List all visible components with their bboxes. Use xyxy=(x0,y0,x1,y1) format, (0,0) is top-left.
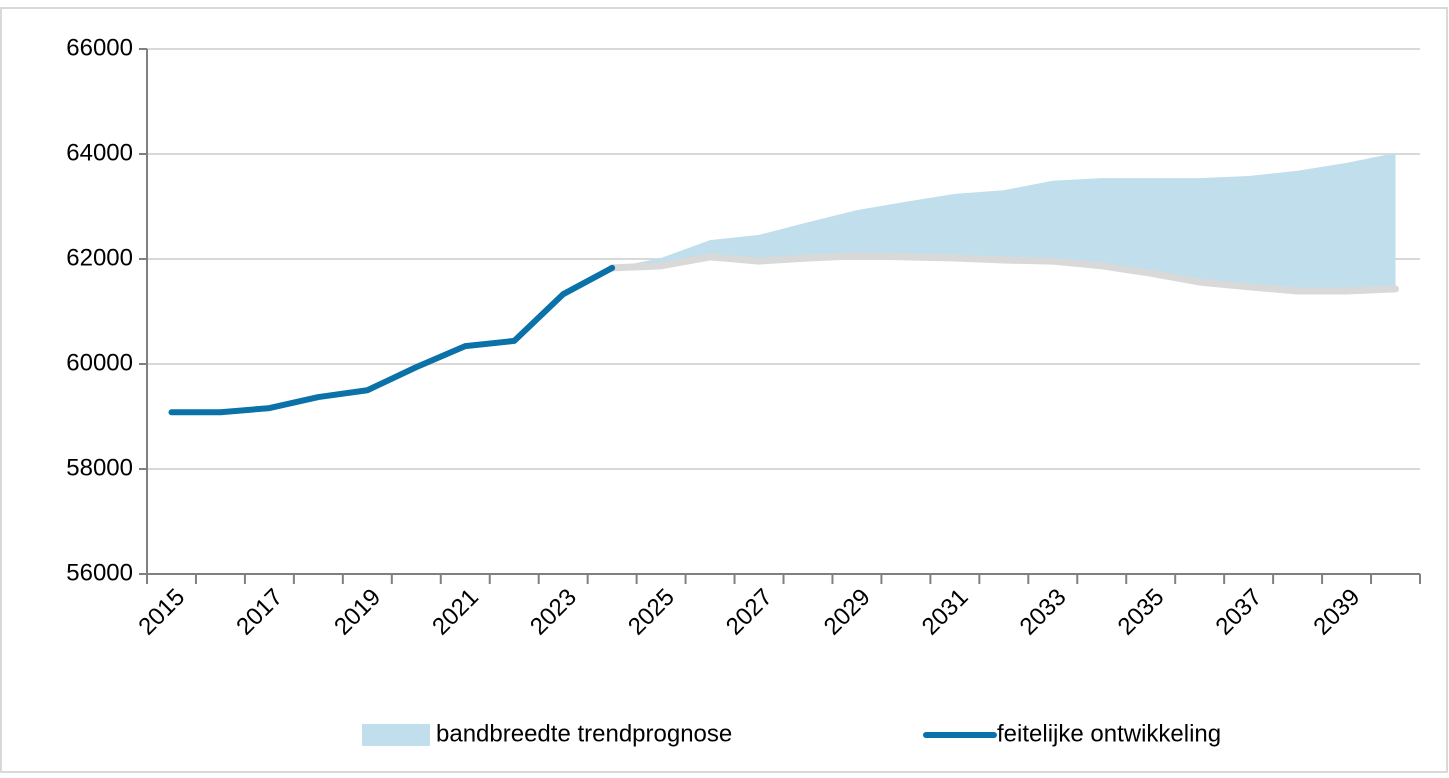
x-tick-label: 2035 xyxy=(1113,584,1170,641)
band-lower-edge xyxy=(608,252,1400,295)
x-tick-label: 2027 xyxy=(721,584,778,641)
y-tick-label: 64000 xyxy=(66,139,133,166)
y-tick-label: 56000 xyxy=(66,559,133,586)
x-tick-label: 2031 xyxy=(917,584,974,641)
x-tick-label: 2033 xyxy=(1015,584,1072,641)
x-tick-label: 2015 xyxy=(133,584,190,641)
x-tick-label: 2021 xyxy=(427,584,484,641)
y-tick-label: 60000 xyxy=(66,349,133,376)
x-tick-label: 2037 xyxy=(1211,584,1268,641)
x-tick-label: 2039 xyxy=(1308,584,1365,641)
x-tick-label: 2017 xyxy=(231,584,288,641)
x-tick-label: 2023 xyxy=(525,584,582,641)
legend-label: feitelijke ontwikkeling xyxy=(997,720,1221,747)
line-series xyxy=(168,264,616,416)
x-tick-label: 2019 xyxy=(329,584,386,641)
legend-swatch xyxy=(362,724,430,746)
x-tick-label: 2025 xyxy=(623,584,680,641)
legend-label: bandbreedte trendprognose xyxy=(436,720,732,747)
chart-frame xyxy=(0,7,1448,773)
y-tick-label: 62000 xyxy=(66,244,133,271)
band-area xyxy=(612,152,1396,292)
y-tick-label: 66000 xyxy=(66,34,133,61)
x-tick-label: 2029 xyxy=(819,584,876,641)
y-tick-label: 58000 xyxy=(66,454,133,481)
